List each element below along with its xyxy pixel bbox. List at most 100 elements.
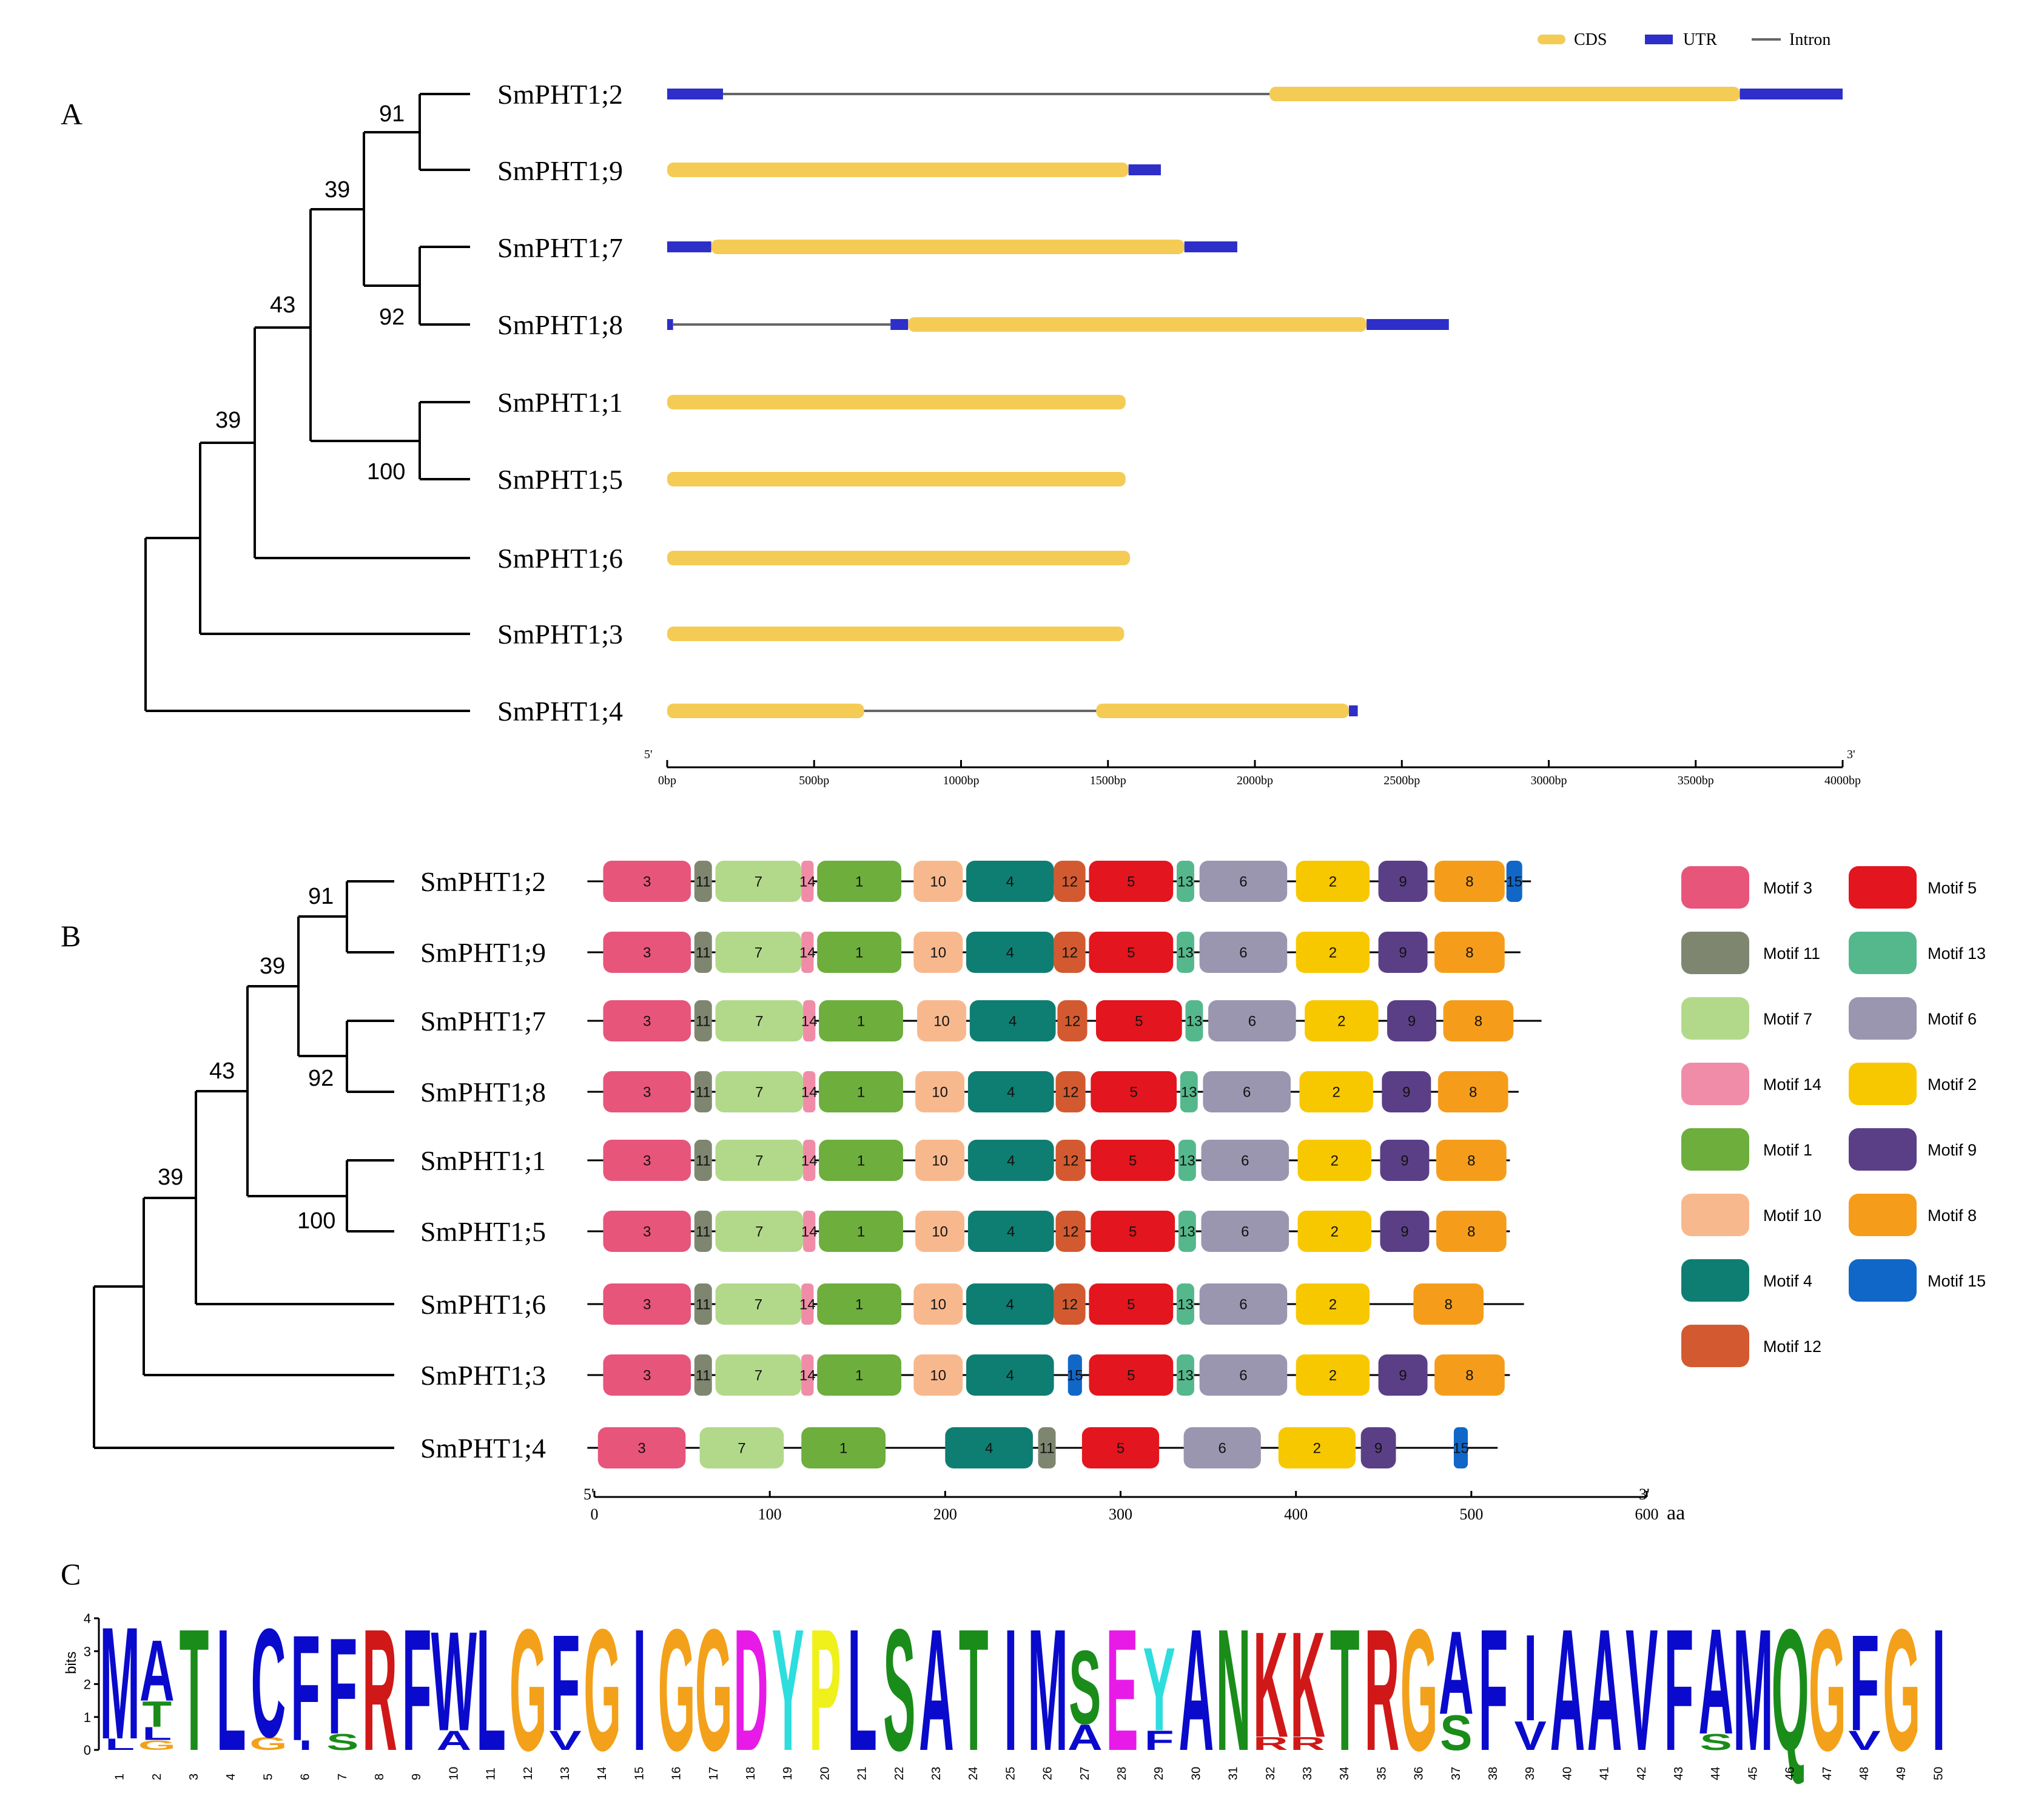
motif-box-label: 14	[799, 1367, 816, 1384]
utr-segment	[667, 241, 711, 252]
motif-box	[1378, 861, 1428, 902]
logo-position-label: 5	[261, 1774, 275, 1780]
motif-box	[603, 1283, 691, 1325]
logo-letter: A	[437, 1725, 472, 1756]
logo-letter: G	[1400, 1593, 1438, 1787]
motif-box	[715, 1354, 802, 1396]
motif-box	[817, 861, 902, 902]
motif-box	[1278, 1427, 1356, 1468]
motif-box-label: 3	[643, 873, 651, 890]
motif-box	[715, 1071, 804, 1112]
protein-label: SmPHT1;3	[420, 1360, 546, 1391]
motif-box-label: 4	[1006, 1296, 1014, 1313]
cds-segment	[711, 240, 1185, 254]
axis-bp-tick-label: 1000bp	[943, 774, 980, 787]
logo-position-label: 6	[299, 1774, 312, 1780]
legend-motif-label: Motif 7	[1763, 1010, 1812, 1028]
logo-column: Q	[1772, 1593, 1809, 1787]
motif-box	[913, 1283, 963, 1325]
motif-box-label: 7	[755, 1296, 762, 1313]
logo-letter: G	[249, 1734, 287, 1754]
motif-box	[1089, 1354, 1174, 1396]
axis-aa-tick-label: 0	[591, 1505, 599, 1523]
motif-box-label: 8	[1465, 1367, 1473, 1384]
motif-box	[803, 1071, 816, 1112]
logo-letter: I	[1932, 1593, 1945, 1787]
motif-box	[603, 1211, 691, 1252]
motif-box	[1177, 861, 1194, 902]
motif-box	[803, 1140, 816, 1181]
motif-box	[694, 1140, 712, 1181]
gene-structures	[667, 87, 1843, 718]
bootstrap-value: 100	[367, 459, 405, 485]
axis-aa-ticks: 0 100 200 300 400 500 600	[591, 1491, 1659, 1523]
motif-box-label: 7	[755, 873, 762, 890]
axis-aa-tick-label: 200	[933, 1505, 957, 1523]
motif-box	[1067, 1354, 1082, 1396]
utr-segment	[1740, 89, 1843, 99]
motif-box-label: 12	[1063, 1152, 1079, 1169]
axis-aa-tick-label: 300	[1109, 1505, 1132, 1523]
motif-box-label: 13	[1177, 1296, 1194, 1313]
motif-box	[915, 1140, 965, 1181]
motif-box-label: 13	[1177, 944, 1194, 961]
motif-box-label: 1	[855, 1296, 863, 1313]
motif-box	[699, 1427, 784, 1468]
motif-box-label: 6	[1239, 1367, 1247, 1384]
logo-letter: I	[299, 1738, 312, 1753]
motif-box	[1434, 1354, 1505, 1396]
logo-y-tick-label: 1	[84, 1710, 91, 1725]
logo-column: AS	[1067, 1629, 1103, 1758]
logo-position-label: 46	[1784, 1767, 1797, 1780]
phylogenetic-tree-a	[144, 93, 470, 712]
motif-box-label: 10	[930, 1367, 946, 1384]
motif-box	[1089, 932, 1174, 973]
motif-box-label: 14	[799, 944, 816, 961]
bootstrap-value: 91	[379, 101, 405, 127]
motif-box-label: 7	[755, 1084, 763, 1100]
logo-column: Y	[772, 1593, 804, 1787]
logo-column: A	[1550, 1593, 1585, 1787]
logo-letter: A	[1587, 1593, 1622, 1787]
motif-box-label: 7	[755, 1223, 763, 1240]
motif-box-label: 12	[1061, 1296, 1078, 1313]
motif-box-label: 4	[1006, 944, 1014, 961]
logo-column: SA	[1698, 1598, 1733, 1766]
motif-box	[1434, 861, 1505, 902]
legend-motif-label: Motif 15	[1928, 1272, 1986, 1290]
motif-box	[694, 1211, 712, 1252]
logo-letter: R	[362, 1593, 397, 1787]
gene-labels-b: SmPHT1;2 SmPHT1;9 SmPHT1;7 SmPHT1;8 SmPH…	[420, 866, 546, 1464]
logo-position-label: 11	[485, 1767, 498, 1780]
axis-bp-tick-label: 3500bp	[1678, 774, 1714, 787]
motif-box	[817, 1354, 902, 1396]
panel-label-a: A	[61, 97, 82, 131]
logo-letter: G	[138, 1738, 176, 1753]
axis-bp: 5' 3' 0bp 500bp 1000bp 1500bp 2000bp 2500bp 30…	[644, 748, 1861, 787]
motif-box-label: 2	[1337, 1013, 1345, 1029]
legend-motif-item: Motif 10	[1681, 1194, 1821, 1236]
axis-bp-tick-label: 4000bp	[1824, 774, 1861, 787]
motif-box-label: 10	[932, 1223, 948, 1240]
motif-box-label: 8	[1467, 1152, 1475, 1169]
logo-letter: T	[1330, 1593, 1360, 1787]
logo-column: V	[1625, 1593, 1658, 1787]
motif-box	[1180, 1071, 1198, 1112]
logo-letter: A	[1067, 1717, 1103, 1757]
motif-box-label: 13	[1177, 873, 1194, 890]
logo-letter: T	[959, 1593, 989, 1787]
logo-column: G	[583, 1593, 621, 1787]
motif-box	[1055, 1140, 1086, 1181]
motif-box	[1437, 1071, 1508, 1112]
motif-box	[1091, 1071, 1177, 1112]
logo-position-label: 35	[1375, 1767, 1388, 1780]
utr-segment	[1367, 319, 1449, 330]
logo-letter: A	[1698, 1598, 1733, 1766]
motif-box	[1378, 1354, 1428, 1396]
logo-position-label: 29	[1152, 1767, 1166, 1780]
motif-box-label: 3	[643, 1152, 651, 1169]
motif-map-row: 3 11 7 14 1 10 4 15 5 13 6 2 9 8	[587, 1354, 1510, 1396]
logo-column: F	[1664, 1593, 1694, 1787]
motif-box-label: 14	[801, 1223, 818, 1240]
gene-label: SmPHT1;5	[497, 464, 623, 495]
